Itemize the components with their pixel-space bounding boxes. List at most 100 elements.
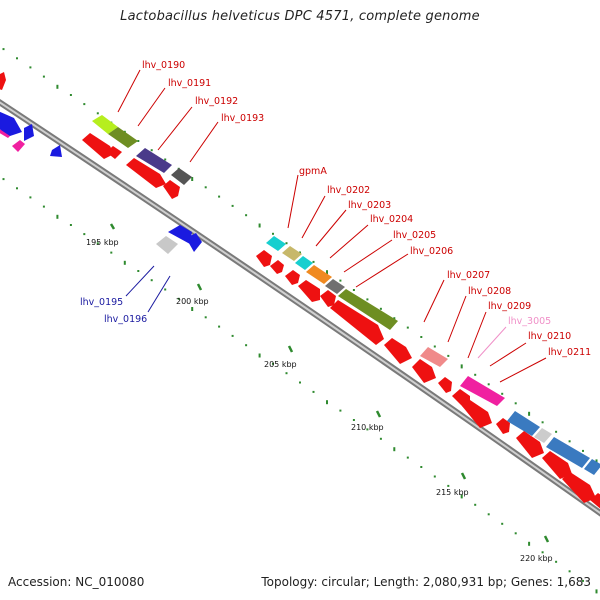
cds-fwd[interactable] [384, 338, 412, 364]
cds-gray-near-0195[interactable] [156, 236, 178, 254]
feature-ring-outer [0, 115, 600, 475]
feature-blue-2[interactable] [584, 459, 600, 475]
gene-labels: lhv_0190 lhv_0191 lhv_0192 lhv_0193 gpmA… [80, 60, 591, 358]
tick-dot [379, 307, 382, 310]
cds-fwd[interactable] [82, 133, 114, 159]
gene-label-lhv0192[interactable]: lhv_0192 [195, 96, 238, 107]
tick-dot [204, 186, 207, 189]
cds-rev-lhv0196[interactable] [186, 233, 202, 252]
tick-dot [568, 570, 571, 573]
tick-dot [541, 551, 544, 554]
cds-fwd[interactable] [412, 359, 436, 383]
tick-210 [375, 410, 382, 418]
gene-label-lhv0191[interactable]: lhv_0191 [168, 78, 211, 89]
feature-lhv0202[interactable] [282, 246, 302, 261]
cds-fwd[interactable] [320, 290, 336, 307]
cds-fwd[interactable] [562, 472, 596, 503]
gene-label-lhv0207[interactable]: lhv_0207 [447, 270, 490, 281]
tick-dot [245, 344, 248, 347]
feature-left-pink-2[interactable] [12, 140, 25, 152]
genome-backbone-highlight [0, 101, 600, 515]
tick-dot [245, 214, 248, 217]
scale-ticks [109, 223, 550, 543]
cds-fwd[interactable] [163, 180, 180, 199]
tick-dot [177, 297, 180, 300]
gene-label-lhv0195[interactable]: lhv_0195 [80, 297, 123, 308]
accession-text: Accession: NC_010080 [8, 575, 145, 589]
gene-label-lhv0204[interactable]: lhv_0204 [370, 214, 413, 225]
gene-label-lhv0209[interactable]: lhv_0209 [488, 301, 531, 312]
gene-label-lhv0205[interactable]: lhv_0205 [393, 230, 436, 241]
tick-dot [433, 475, 436, 478]
feature-lhv0209[interactable] [460, 376, 505, 406]
gene-label-lhv0196[interactable]: lhv_0196 [104, 314, 147, 325]
cds-fwd[interactable] [462, 400, 492, 428]
tick-205 [287, 345, 294, 353]
feature-blue-1[interactable] [546, 437, 590, 468]
tick-dot [272, 362, 274, 365]
tick-dot [487, 383, 490, 386]
gene-label-lhv0208[interactable]: lhv_0208 [468, 286, 511, 297]
feature-lhv0207[interactable] [420, 347, 448, 367]
tick-dot [447, 354, 450, 357]
tick-dot [299, 251, 301, 254]
cds-rev-lhv0195[interactable] [168, 225, 192, 244]
cds-fwd[interactable] [590, 493, 600, 510]
tick-dot [137, 140, 140, 142]
tick-dot [285, 372, 288, 375]
tick-dot [514, 532, 517, 535]
cds-fwd[interactable] [270, 260, 284, 274]
gene-label-lhv0211[interactable]: lhv_0211 [548, 347, 591, 358]
tick-dot [514, 402, 517, 405]
feature-lhv0204[interactable] [306, 265, 332, 284]
leader-lhv3005 [477, 326, 507, 359]
cds-rev[interactable] [50, 145, 62, 157]
cds-fwd[interactable] [438, 377, 452, 393]
cds-fwd[interactable] [285, 270, 300, 285]
tick-dot [582, 579, 584, 582]
tick-dot [352, 419, 355, 421]
feature-lhv0206[interactable] [338, 289, 398, 330]
feature-lhv0193[interactable] [171, 168, 192, 185]
feature-lhv0205[interactable] [325, 279, 345, 294]
feature-lhv0192[interactable] [136, 148, 172, 173]
gene-label-lhv0203[interactable]: lhv_0203 [348, 200, 391, 211]
tick-dot [218, 195, 221, 198]
feature-lhv0190[interactable] [92, 115, 118, 134]
tick-dot [137, 270, 140, 272]
cds-rev[interactable] [0, 111, 22, 136]
tick-dot [366, 298, 369, 301]
feature-lhv0191[interactable] [108, 127, 138, 148]
tick-dot [2, 48, 5, 51]
feature-lhv0211[interactable] [534, 428, 552, 443]
gene-label-lhv0190[interactable]: lhv_0190 [142, 60, 185, 71]
tick-dot [595, 589, 598, 594]
gene-label-lhv0202[interactable]: lhv_0202 [327, 185, 370, 196]
gene-label-lhv0206[interactable]: lhv_0206 [410, 246, 453, 257]
gene-label-lhv0210[interactable]: lhv_0210 [528, 331, 571, 342]
cds-fwd[interactable] [516, 431, 544, 458]
feature-lhv0210[interactable] [507, 411, 540, 436]
tick-dot [42, 205, 45, 208]
tick-dot [123, 260, 126, 265]
gene-label-lhv0193[interactable]: lhv_0193 [221, 113, 264, 124]
feature-lhv0203[interactable] [295, 256, 313, 270]
tick-dot [191, 177, 194, 181]
cds-fwd[interactable] [542, 451, 572, 479]
cds-fwd[interactable] [496, 418, 510, 434]
cds-fwd[interactable] [0, 72, 6, 90]
tick-dot [272, 232, 274, 235]
cds-fwd[interactable] [106, 146, 122, 159]
cds-fwd[interactable] [452, 389, 470, 408]
cds-fwd[interactable] [330, 300, 384, 345]
gene-label-gpmA[interactable]: gpmA [299, 166, 327, 177]
feature-gpmA[interactable] [266, 236, 286, 251]
cds-fwd[interactable] [256, 250, 272, 267]
cds-rev[interactable] [24, 124, 34, 141]
cds-fwd[interactable] [298, 280, 320, 302]
cds-fwd[interactable] [126, 158, 166, 188]
tick-dot [16, 57, 18, 60]
gene-label-lhv3005[interactable]: lhv_3005 [508, 316, 551, 327]
tick-dot [487, 513, 490, 516]
